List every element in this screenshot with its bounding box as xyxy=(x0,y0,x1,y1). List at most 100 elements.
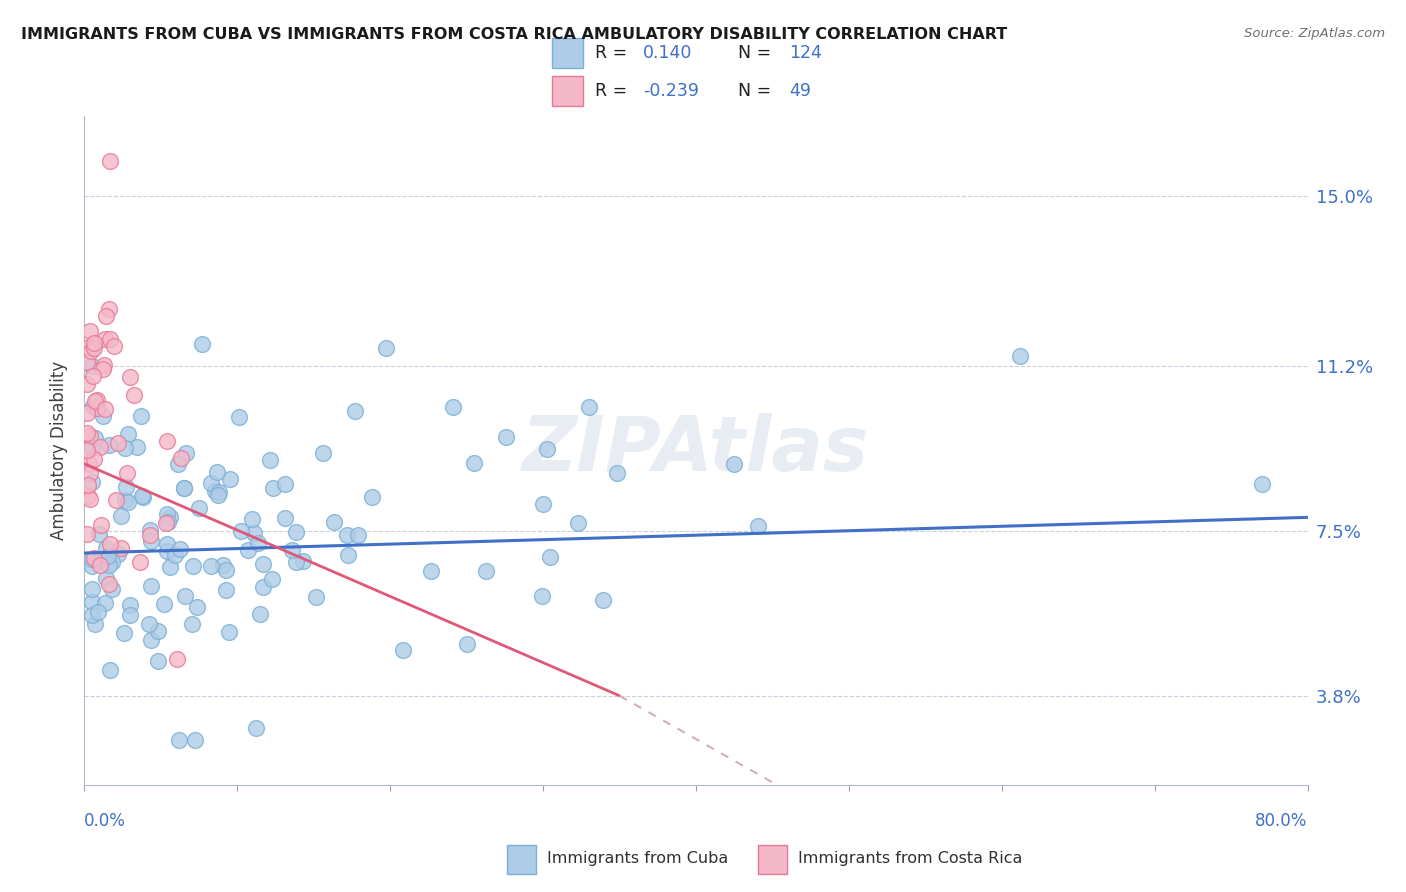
Point xyxy=(173,481,195,495)
Point xyxy=(80,595,103,609)
Point xyxy=(166,652,188,666)
Point xyxy=(127,440,149,454)
Point xyxy=(86,401,108,415)
Point xyxy=(215,583,238,598)
Point xyxy=(114,480,136,494)
Point xyxy=(174,445,197,459)
Point xyxy=(117,427,139,442)
Point xyxy=(343,404,366,418)
Point xyxy=(76,442,98,457)
Point xyxy=(567,516,589,531)
Point xyxy=(495,429,517,443)
Point xyxy=(337,548,360,562)
Point xyxy=(285,556,308,570)
Text: 80.0%: 80.0% xyxy=(1256,812,1308,830)
Point xyxy=(132,491,155,505)
Point xyxy=(167,458,190,472)
Text: -0.239: -0.239 xyxy=(643,82,699,100)
Point xyxy=(208,485,231,500)
Point xyxy=(243,526,266,541)
Point xyxy=(463,456,485,470)
Point xyxy=(156,537,179,551)
Point xyxy=(723,457,745,471)
Point xyxy=(94,596,117,610)
Point xyxy=(578,400,600,414)
Point xyxy=(94,332,117,346)
Text: 124: 124 xyxy=(789,45,823,62)
Point xyxy=(456,637,478,651)
Point xyxy=(98,577,121,591)
Point xyxy=(84,431,107,445)
Point xyxy=(89,440,111,454)
Point xyxy=(531,497,554,511)
Point xyxy=(86,393,108,408)
Point xyxy=(89,526,111,541)
Point xyxy=(215,563,238,577)
Point xyxy=(207,488,229,502)
Point xyxy=(170,450,193,465)
Point xyxy=(100,663,122,677)
Point xyxy=(392,642,415,657)
Point xyxy=(159,510,181,524)
Bar xyxy=(758,845,787,874)
Text: Immigrants from Costa Rica: Immigrants from Costa Rica xyxy=(799,851,1022,866)
Point xyxy=(536,442,558,457)
Point xyxy=(252,557,274,571)
Point xyxy=(76,426,98,441)
Point xyxy=(83,550,105,565)
Point xyxy=(156,508,179,522)
Point xyxy=(1250,477,1272,491)
Point xyxy=(1010,349,1032,363)
Point xyxy=(156,434,179,448)
Point xyxy=(80,359,103,373)
Bar xyxy=(506,845,536,874)
Point xyxy=(249,607,271,621)
Point xyxy=(80,551,103,566)
Point xyxy=(361,490,384,504)
Point xyxy=(291,554,314,568)
Point xyxy=(260,572,283,586)
Point xyxy=(100,332,122,346)
Point xyxy=(93,401,115,416)
Point xyxy=(114,442,136,456)
Point xyxy=(118,598,141,612)
Point xyxy=(139,534,162,549)
Point xyxy=(240,512,263,526)
Point xyxy=(107,435,129,450)
Point xyxy=(188,500,211,515)
Point xyxy=(274,511,297,525)
Point xyxy=(420,564,443,578)
Point xyxy=(83,452,105,467)
Point xyxy=(173,481,195,495)
Point xyxy=(79,429,101,443)
Point xyxy=(76,405,98,419)
Point xyxy=(139,579,162,593)
Point xyxy=(538,550,561,565)
Bar xyxy=(551,38,582,69)
Point xyxy=(89,553,111,567)
Point xyxy=(112,625,135,640)
Point xyxy=(138,523,160,537)
Point xyxy=(200,475,222,490)
Point xyxy=(146,624,169,639)
Point xyxy=(77,340,100,354)
Point xyxy=(83,335,105,350)
Point xyxy=(204,484,226,499)
Point xyxy=(83,617,105,632)
Point xyxy=(115,466,138,480)
Point xyxy=(138,617,160,632)
Point xyxy=(80,558,103,573)
Point xyxy=(323,515,346,529)
Point xyxy=(107,547,129,561)
Point xyxy=(336,528,359,542)
Point xyxy=(183,733,205,747)
Point xyxy=(110,508,132,523)
Point xyxy=(246,536,269,550)
Point xyxy=(169,542,191,557)
Point xyxy=(156,544,179,558)
Point xyxy=(207,465,229,479)
Point xyxy=(98,153,121,168)
Bar xyxy=(551,76,582,106)
Point xyxy=(259,453,281,467)
Point xyxy=(80,475,103,489)
